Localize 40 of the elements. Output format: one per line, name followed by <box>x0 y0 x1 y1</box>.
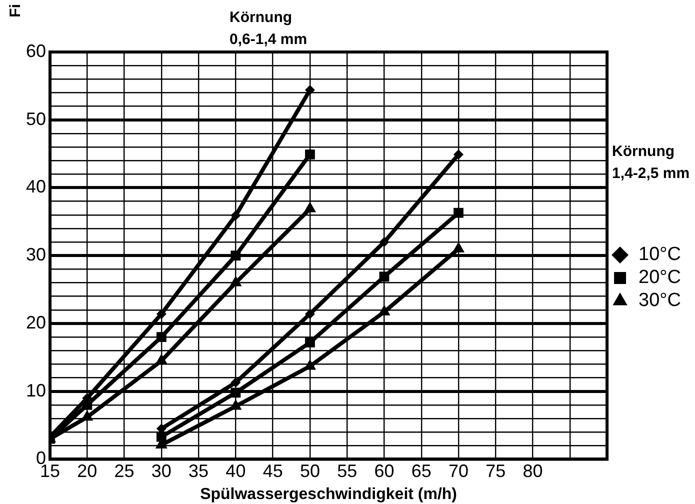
point <box>454 208 464 218</box>
point <box>305 150 315 160</box>
text: Körnung 1,4-2,5 mm <box>612 142 690 182</box>
x-tick-label: 20 <box>77 460 98 481</box>
legend-label: 20°C <box>638 267 681 288</box>
x-tick-label: 25 <box>114 460 134 481</box>
x-tick-label: 30 <box>151 460 172 481</box>
x-tick-label: 40 <box>226 460 246 481</box>
y-axis-title: Fi <box>7 4 24 18</box>
y-tick-label: 50 <box>26 108 46 129</box>
x-tick-label: 35 <box>188 460 209 481</box>
legend-label: 30°C <box>638 290 681 312</box>
point <box>379 272 390 282</box>
point <box>304 85 315 96</box>
text: Körnung 0,6-1,4 mm <box>230 9 308 48</box>
y-tick-label: 40 <box>26 176 46 197</box>
point <box>305 338 315 348</box>
point <box>156 332 166 342</box>
y-tick-label: 30 <box>26 244 46 265</box>
x-tick-label: 55 <box>337 460 358 481</box>
point <box>230 210 241 221</box>
y-tick-label: 20 <box>26 312 46 332</box>
point <box>454 149 464 160</box>
x-tick-label: 50 <box>300 460 320 481</box>
y-tick-label: 10 <box>26 380 46 400</box>
x-axis-title: Spülwassergeschwindigkeit (m/h) <box>200 486 458 503</box>
point <box>230 250 241 261</box>
x-tick-label: 70 <box>448 460 469 481</box>
point <box>230 378 241 388</box>
y-tick-label: 60 <box>26 40 46 61</box>
point <box>379 237 390 248</box>
x-tick-label: 80 <box>522 460 543 481</box>
point <box>156 432 166 442</box>
point <box>230 388 241 398</box>
x-tick-label: 60 <box>374 460 394 481</box>
x-tick-label: 45 <box>262 460 283 481</box>
x-tick-label: 75 <box>486 460 506 481</box>
point <box>81 410 94 421</box>
legend-label: 10°C <box>638 244 681 266</box>
x-tick-label: 65 <box>411 460 432 481</box>
